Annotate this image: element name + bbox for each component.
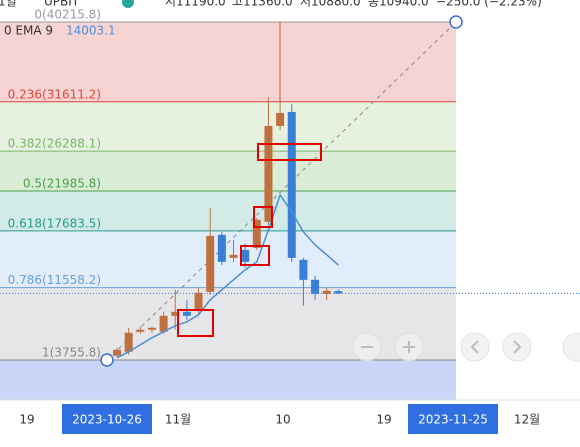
highlights: [177, 143, 322, 337]
exchange: UPBIT: [44, 0, 80, 9]
candle-body: [311, 279, 320, 294]
candle-body: [252, 219, 261, 248]
candle-body: [182, 311, 191, 316]
candles: [0, 96, 580, 359]
candle-body: [322, 290, 331, 294]
candle-body: [217, 234, 226, 262]
fib-label: 1(3755.8): [42, 346, 101, 360]
candle-body: [159, 315, 168, 332]
candle-body: [287, 111, 296, 258]
x-tick-label: 19: [376, 413, 391, 427]
candle-body: [136, 329, 145, 332]
header: 1일 UPBIT 시11190.0 고11360.0 저10880.0 종109…: [0, 0, 542, 38]
candle-body: [334, 291, 343, 294]
fib-label: 0(40215.8): [34, 8, 101, 22]
fib-label: 0.236(31611.2): [8, 87, 101, 101]
fib-band: [0, 151, 456, 191]
interval: 1일: [0, 0, 17, 9]
highlight-box: [177, 309, 214, 337]
candle-body: [229, 254, 238, 258]
candle-body: [276, 112, 285, 126]
fib-bands: 0(40215.8) 0.236(31611.2) 0.382(26288.1) 0.…: [0, 8, 456, 400]
highlight-box: [257, 143, 322, 161]
candle-body: [206, 235, 215, 292]
zoom-icons: [361, 340, 522, 354]
fib-band: [0, 230, 456, 288]
fib-trend-line: [106, 21, 457, 361]
fib-label: 0.786(11558.2): [8, 273, 101, 287]
candle-body: [147, 327, 156, 330]
candle-body: [241, 249, 250, 262]
candle-body: [194, 292, 203, 310]
fib-band: [0, 191, 456, 231]
highlight-box: [253, 206, 273, 228]
open: 시11190.0: [165, 0, 226, 9]
reset-button[interactable]: [562, 332, 580, 362]
ema-value: 14003.1: [66, 24, 116, 38]
fib-handle[interactable]: [449, 15, 463, 29]
x-tick-label: 11월: [165, 413, 191, 427]
ema-line: [116, 193, 339, 359]
candle-body: [124, 332, 133, 352]
x-label-box: [408, 404, 498, 434]
close: 종10940.0: [368, 0, 429, 9]
candle-body: [299, 259, 308, 280]
fib-band: [0, 101, 456, 152]
x-tick-label: 2023-11-25: [418, 413, 488, 427]
x-tick-label: 10: [275, 413, 290, 427]
high: 고11360.0: [232, 0, 293, 9]
status-dot: [122, 0, 134, 8]
scroll-right-button[interactable]: [502, 332, 532, 362]
fib-handle[interactable]: [100, 353, 114, 367]
scroll-left-button[interactable]: [460, 332, 490, 362]
x-axis: 19 2023-10-26 11월 10 19 2023-11-25 12월: [19, 404, 540, 434]
candle-body: [264, 125, 273, 222]
fib-label: 0.5(21985.8): [23, 177, 101, 191]
x-tick-label: 2023-10-26: [72, 413, 142, 427]
low: 저10880.0: [300, 0, 361, 9]
x-tick-label: 19: [19, 413, 34, 427]
change: −250.0 (−2.23%): [436, 0, 542, 9]
zoom-icon: [361, 340, 522, 354]
fib-label: 0.382(26288.1): [8, 137, 101, 151]
x-label-box: [62, 404, 152, 434]
candle-body: [171, 311, 180, 316]
highlight-box: [240, 245, 270, 266]
fib-band: [0, 22, 456, 102]
fib-label: 0.618(17683.5): [8, 216, 101, 230]
candle-body: [113, 349, 121, 356]
ema-label: 0 EMA 9: [4, 24, 53, 38]
fib-band: [0, 360, 456, 400]
x-tick-label: 12월: [514, 413, 540, 427]
